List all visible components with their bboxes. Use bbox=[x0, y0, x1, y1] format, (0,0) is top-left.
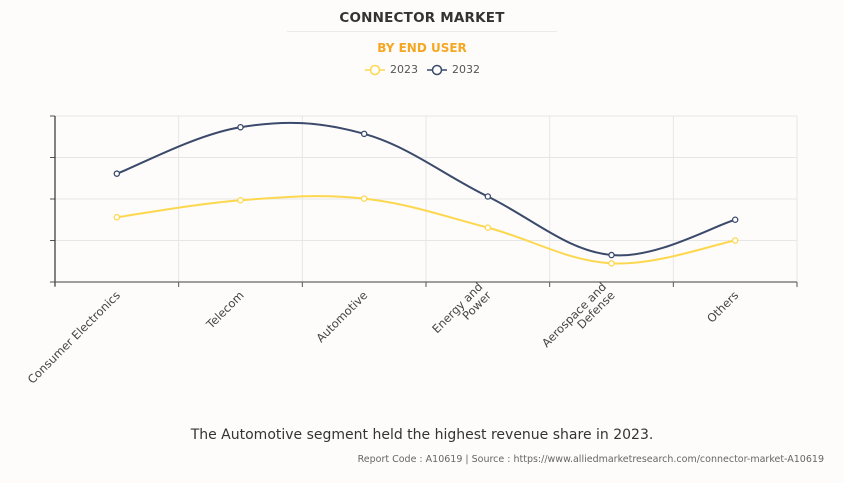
data-point-2032 bbox=[360, 130, 368, 138]
x-tick-label: Consumer Electronics bbox=[25, 288, 123, 386]
x-tick-label-line: Others bbox=[704, 288, 741, 325]
data-point-2023 bbox=[360, 195, 368, 202]
x-tick-label: Automotive bbox=[313, 288, 370, 345]
data-point-2032 bbox=[608, 251, 615, 259]
chart-subtitle: BY END USER bbox=[377, 41, 467, 55]
x-tick-label: Telecom bbox=[203, 288, 247, 332]
x-tick-label-line: Automotive bbox=[313, 288, 370, 345]
legend-item-2023[interactable]: 2023 bbox=[364, 63, 418, 76]
data-point-2023 bbox=[237, 196, 244, 204]
data-point-2023 bbox=[608, 260, 615, 267]
legend-marker-2023-icon bbox=[365, 64, 385, 75]
data-point-2032 bbox=[113, 170, 121, 177]
data-point-2023 bbox=[484, 224, 492, 231]
data-point-2032 bbox=[237, 123, 244, 131]
x-tick-label: Others bbox=[704, 288, 741, 325]
x-tick-label-line: Telecom bbox=[203, 288, 247, 332]
data-point-2023 bbox=[731, 237, 739, 244]
data-point-2023 bbox=[113, 214, 121, 221]
chart-title: CONNECTOR MARKET bbox=[339, 10, 505, 26]
series-line-2023 bbox=[116, 195, 736, 265]
data-point-2032 bbox=[731, 216, 739, 223]
x-tick-label: Aerospace andDefense bbox=[539, 280, 618, 359]
legend: 2023 2032 bbox=[0, 63, 844, 76]
legend-label-2023: 2023 bbox=[390, 63, 418, 76]
data-point-2032 bbox=[484, 193, 492, 200]
legend-marker-2032-icon bbox=[427, 64, 447, 75]
line-chart: Consumer Electronics Telecom Automotive Ene… bbox=[25, 115, 798, 386]
series-line-2032 bbox=[116, 121, 736, 257]
x-tick-label-line: Consumer Electronics bbox=[25, 288, 123, 386]
title-separator bbox=[287, 31, 557, 32]
source-footer: Report Code : A10619 | Source : https://… bbox=[357, 454, 824, 465]
legend-item-2032[interactable]: 2032 bbox=[426, 63, 480, 76]
insight-text: The Automotive segment held the highest … bbox=[190, 427, 654, 443]
legend-label-2032: 2032 bbox=[452, 63, 480, 76]
x-tick-label: Energy andPower bbox=[429, 280, 494, 345]
